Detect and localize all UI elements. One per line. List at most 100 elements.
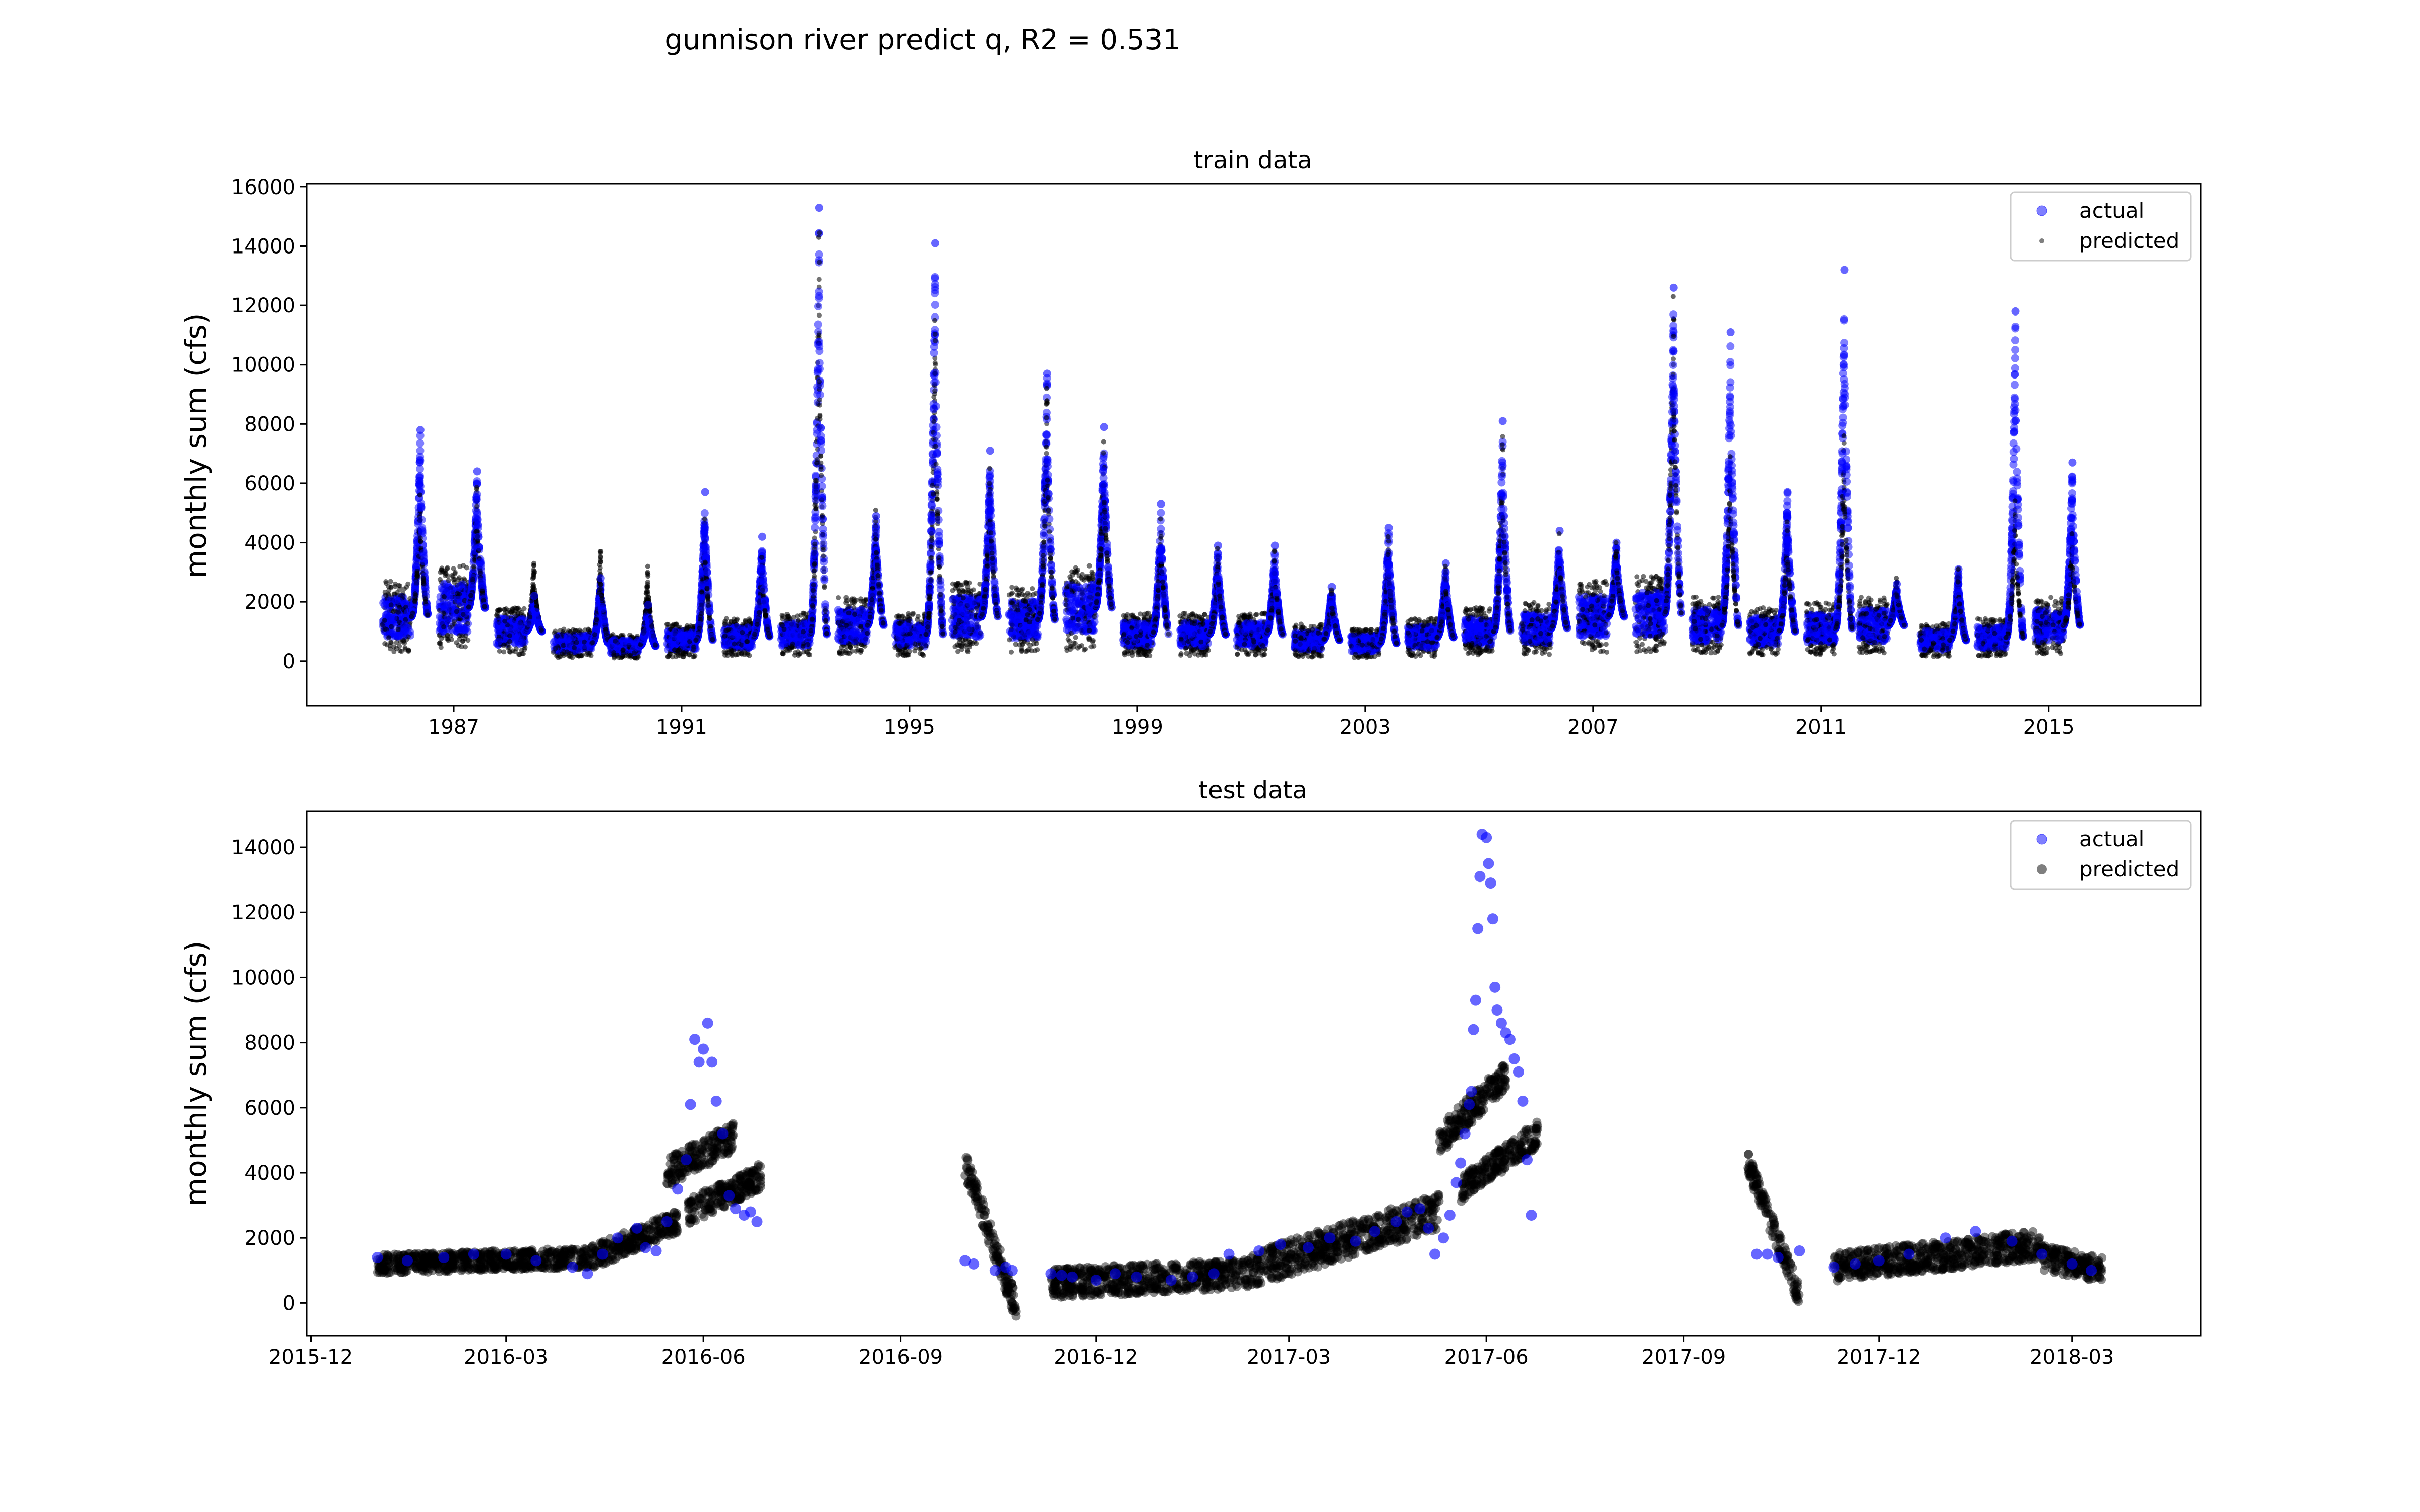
train-predicted-point [734, 617, 740, 623]
train-actual-point [473, 477, 481, 486]
train-predicted-point [478, 571, 483, 576]
train-predicted-point [474, 503, 480, 509]
train-actual-point [811, 513, 820, 521]
train-predicted-point [691, 654, 697, 659]
train-predicted-point [401, 638, 407, 643]
train-actual-point [418, 526, 427, 534]
train-actual-point [648, 631, 656, 640]
train-predicted-point [380, 622, 385, 627]
train-actual-point [454, 595, 462, 604]
train-actual-peak [416, 426, 425, 434]
train-actual-point [818, 482, 826, 491]
train-actual-point [814, 302, 822, 311]
train-predicted-point [420, 577, 426, 583]
train-predicted-point [812, 541, 818, 547]
train-panel: train data 02000400060008000100001200014… [178, 146, 2202, 739]
train-predicted-point [441, 594, 447, 599]
train-predicted-point [579, 653, 584, 659]
train-predicted-point [836, 595, 841, 600]
train-predicted-point [388, 585, 394, 590]
train-actual-point [815, 338, 824, 346]
train-predicted-point [817, 379, 822, 385]
train-predicted-point [414, 571, 420, 577]
train-predicted-point [388, 602, 394, 608]
train-predicted-point [394, 590, 400, 595]
train-predicted-point [822, 583, 827, 589]
train-predicted-point [763, 613, 768, 618]
train-actual-point [416, 439, 425, 448]
train-actual-point [782, 631, 791, 640]
train-predicted-point [813, 478, 818, 483]
train-predicted-point [647, 609, 653, 615]
train-predicted-point [394, 640, 399, 645]
train-predicted-point [812, 561, 817, 566]
train-predicted-point [818, 453, 824, 459]
train-predicted-point [470, 577, 475, 582]
train-actual-point [386, 596, 395, 605]
train-predicted-point [817, 397, 822, 403]
train-actual-point [421, 587, 430, 596]
train-predicted-point [734, 652, 740, 657]
train-predicted-point [501, 643, 506, 648]
train-predicted-point [513, 646, 519, 652]
train-predicted-point [765, 627, 771, 633]
train-predicted-point [666, 654, 671, 659]
train-predicted-peak [531, 560, 537, 566]
train-predicted-point [559, 651, 565, 657]
train-predicted-point [699, 589, 704, 595]
train-predicted-peak [597, 549, 603, 554]
train-predicted-point [757, 610, 762, 615]
train-predicted-point [705, 594, 710, 600]
train-actual-peak [644, 601, 652, 609]
train-predicted-point [532, 587, 537, 592]
train-predicted-point [754, 622, 760, 627]
train-predicted-point [817, 230, 822, 235]
train-actual-point [515, 619, 523, 628]
train-predicted-point [801, 629, 806, 635]
train-actual-peak [758, 532, 766, 541]
train-predicted-point [471, 564, 476, 570]
train-actual-point [416, 447, 425, 455]
train-actual-point [563, 632, 572, 641]
train-predicted-point [792, 652, 797, 658]
train-actual-peak [530, 592, 538, 600]
train-actual-point [468, 582, 476, 590]
train-predicted-point [405, 581, 411, 587]
train-predicted-point [599, 596, 605, 601]
train-predicted-point [452, 571, 458, 576]
train-predicted-point [479, 589, 485, 594]
train-predicted-point [382, 618, 387, 623]
train-predicted-point [440, 569, 445, 575]
train-predicted-point [817, 260, 822, 265]
train-predicted-point [555, 633, 560, 639]
train-predicted-point [395, 609, 401, 615]
train-predicted-point [461, 563, 466, 569]
train-actual-point [550, 638, 558, 647]
train-predicted-point [382, 626, 388, 632]
train-actual-point [818, 492, 827, 501]
train-predicted-point [507, 649, 512, 654]
train-actual-peak [815, 204, 823, 212]
train-actual-point [417, 516, 426, 524]
train-predicted-point [784, 612, 790, 617]
train-actual-point [399, 632, 408, 640]
train-predicted-point [389, 624, 394, 629]
train-predicted-point [383, 579, 389, 585]
train-predicted-point [816, 332, 822, 338]
train-predicted-point [530, 581, 536, 587]
train-predicted-point [444, 566, 450, 572]
train-actual-point [625, 637, 634, 645]
train-actual-point [455, 625, 463, 634]
train-predicted-point [399, 649, 404, 654]
train-actual-point [811, 523, 819, 532]
train-predicted-point [468, 593, 473, 598]
train-predicted-point [732, 641, 737, 647]
train-actual-point [820, 557, 828, 566]
train-predicted-point [781, 626, 787, 632]
train-predicted-point [672, 647, 677, 653]
train-actual-point [444, 605, 453, 614]
train-actual-point [815, 365, 824, 373]
train-predicted-point [459, 644, 464, 650]
train-predicted-point [728, 618, 734, 624]
train-actual-point [815, 250, 823, 259]
